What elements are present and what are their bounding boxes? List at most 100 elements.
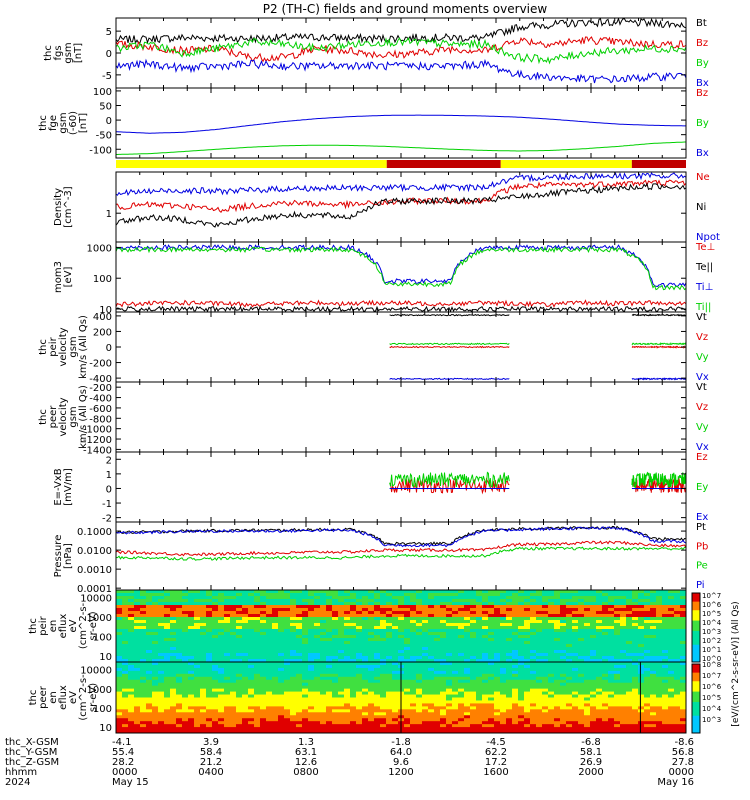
spectrogram-cell xyxy=(296,676,303,681)
spectrogram-cell xyxy=(410,679,417,684)
spectrogram-cell xyxy=(314,670,321,675)
spectrogram-cell xyxy=(392,673,399,678)
spectrogram-cell xyxy=(416,632,423,636)
spectrogram-cell xyxy=(470,706,477,710)
spectrogram-cell xyxy=(368,656,375,660)
spectrogram-cell xyxy=(278,602,285,606)
spectrogram-cell xyxy=(236,596,243,600)
spectrogram-cell xyxy=(464,691,471,695)
spectrogram-cell xyxy=(566,694,573,698)
spectrogram-cell xyxy=(446,667,453,672)
spectrogram-cell xyxy=(392,596,399,600)
spectrogram-cell xyxy=(290,635,297,639)
spectrogram-cell xyxy=(362,679,369,684)
spectrogram-cell xyxy=(152,694,159,698)
spectrogram-cell xyxy=(320,596,327,600)
spectrogram-cell xyxy=(536,590,543,594)
spectrogram-cell xyxy=(314,667,321,672)
spectrogram-cell xyxy=(566,718,573,722)
spectrogram-cell xyxy=(212,617,219,621)
spectrogram-cell xyxy=(392,632,399,636)
spectrogram-cell xyxy=(242,721,249,725)
spectrogram-cell xyxy=(368,608,375,612)
spectrogram-cell xyxy=(290,697,297,701)
spectrogram-cell xyxy=(242,656,249,660)
spectrogram-cell xyxy=(122,715,129,719)
spectrogram-cell xyxy=(182,605,189,609)
spectrogram-cell xyxy=(494,685,501,690)
spectrogram-cell xyxy=(500,659,507,663)
spectrogram-cell xyxy=(170,664,177,669)
spectrogram-cell xyxy=(170,593,177,597)
spectrogram-cell xyxy=(626,611,633,615)
spectrogram-cell xyxy=(524,644,531,648)
spectrogram-cell xyxy=(188,617,195,621)
spectrogram-cell xyxy=(680,632,687,636)
spectrogram-cell xyxy=(338,647,345,651)
spectrogram-cell xyxy=(266,676,273,681)
spectrogram-cell xyxy=(506,670,513,675)
spectrogram-cell xyxy=(656,617,663,621)
spectrogram-cell xyxy=(530,599,537,603)
spectrogram-cell xyxy=(344,653,351,657)
spectrogram-cell xyxy=(164,685,171,690)
spectrogram-cell xyxy=(416,647,423,651)
spectrogram-cell xyxy=(230,673,237,678)
spectrogram-cell xyxy=(194,676,201,681)
spectrogram-cell xyxy=(206,638,213,642)
spectrogram-cell xyxy=(446,673,453,678)
spectrogram-cell xyxy=(638,659,645,663)
spectrogram-cell xyxy=(284,659,291,663)
spectrogram-cell xyxy=(344,650,351,654)
spectrogram-cell xyxy=(590,632,597,636)
spectrogram-cell xyxy=(476,670,483,675)
spectrogram-cell xyxy=(560,590,567,594)
spectrogram-cell xyxy=(218,685,225,690)
spectrogram-cell xyxy=(422,647,429,651)
spectrogram-cell xyxy=(326,662,333,666)
y-axis-label: gsm xyxy=(63,42,74,63)
spectrogram-cell xyxy=(572,673,579,678)
spectrogram-cell xyxy=(608,703,615,707)
spectrogram-cell xyxy=(356,632,363,636)
spectrogram-cell xyxy=(230,593,237,597)
spectrogram-cell xyxy=(200,730,207,734)
spectrogram-cell xyxy=(446,593,453,597)
spectrogram-cell xyxy=(656,638,663,642)
spectrogram-cell xyxy=(302,724,309,728)
spectrogram-cell xyxy=(302,715,309,719)
spectrogram-cell xyxy=(260,718,267,722)
spectrogram-cell xyxy=(674,617,681,621)
spectrogram-cell xyxy=(230,614,237,618)
spectrogram-cell xyxy=(422,664,429,669)
spectrogram-cell xyxy=(200,667,207,672)
spectrogram-cell xyxy=(488,656,495,660)
spectrogram-cell xyxy=(200,620,207,624)
spectrogram-cell xyxy=(590,676,597,681)
spectrogram-cell xyxy=(122,596,129,600)
spectrogram-cell xyxy=(494,715,501,719)
spectrogram-cell xyxy=(416,617,423,621)
spectrogram-cell xyxy=(530,596,537,600)
spectrogram-cell xyxy=(572,679,579,684)
spectrogram-cell xyxy=(320,593,327,597)
spectrogram-cell xyxy=(218,605,225,609)
spectrogram-cell xyxy=(146,590,153,594)
spectrogram-cell xyxy=(416,664,423,669)
spectrogram-cell xyxy=(122,593,129,597)
spectrogram-cell xyxy=(308,596,315,600)
spectrogram-cell xyxy=(260,593,267,597)
spectrogram-cell xyxy=(422,632,429,636)
spectrogram-cell xyxy=(212,664,219,669)
spectrogram-cell xyxy=(236,676,243,681)
spectrogram-cell xyxy=(248,647,255,651)
spectrogram-cell xyxy=(596,653,603,657)
spectrogram-cell xyxy=(164,688,171,692)
spectrogram-cell xyxy=(122,685,129,690)
spectrogram-cell xyxy=(332,697,339,701)
spectrogram-cell xyxy=(194,635,201,639)
spectrogram-cell xyxy=(434,641,441,645)
spectrogram-cell xyxy=(596,662,603,666)
spectrogram-cell xyxy=(254,670,261,675)
spectrogram-cell xyxy=(146,679,153,684)
